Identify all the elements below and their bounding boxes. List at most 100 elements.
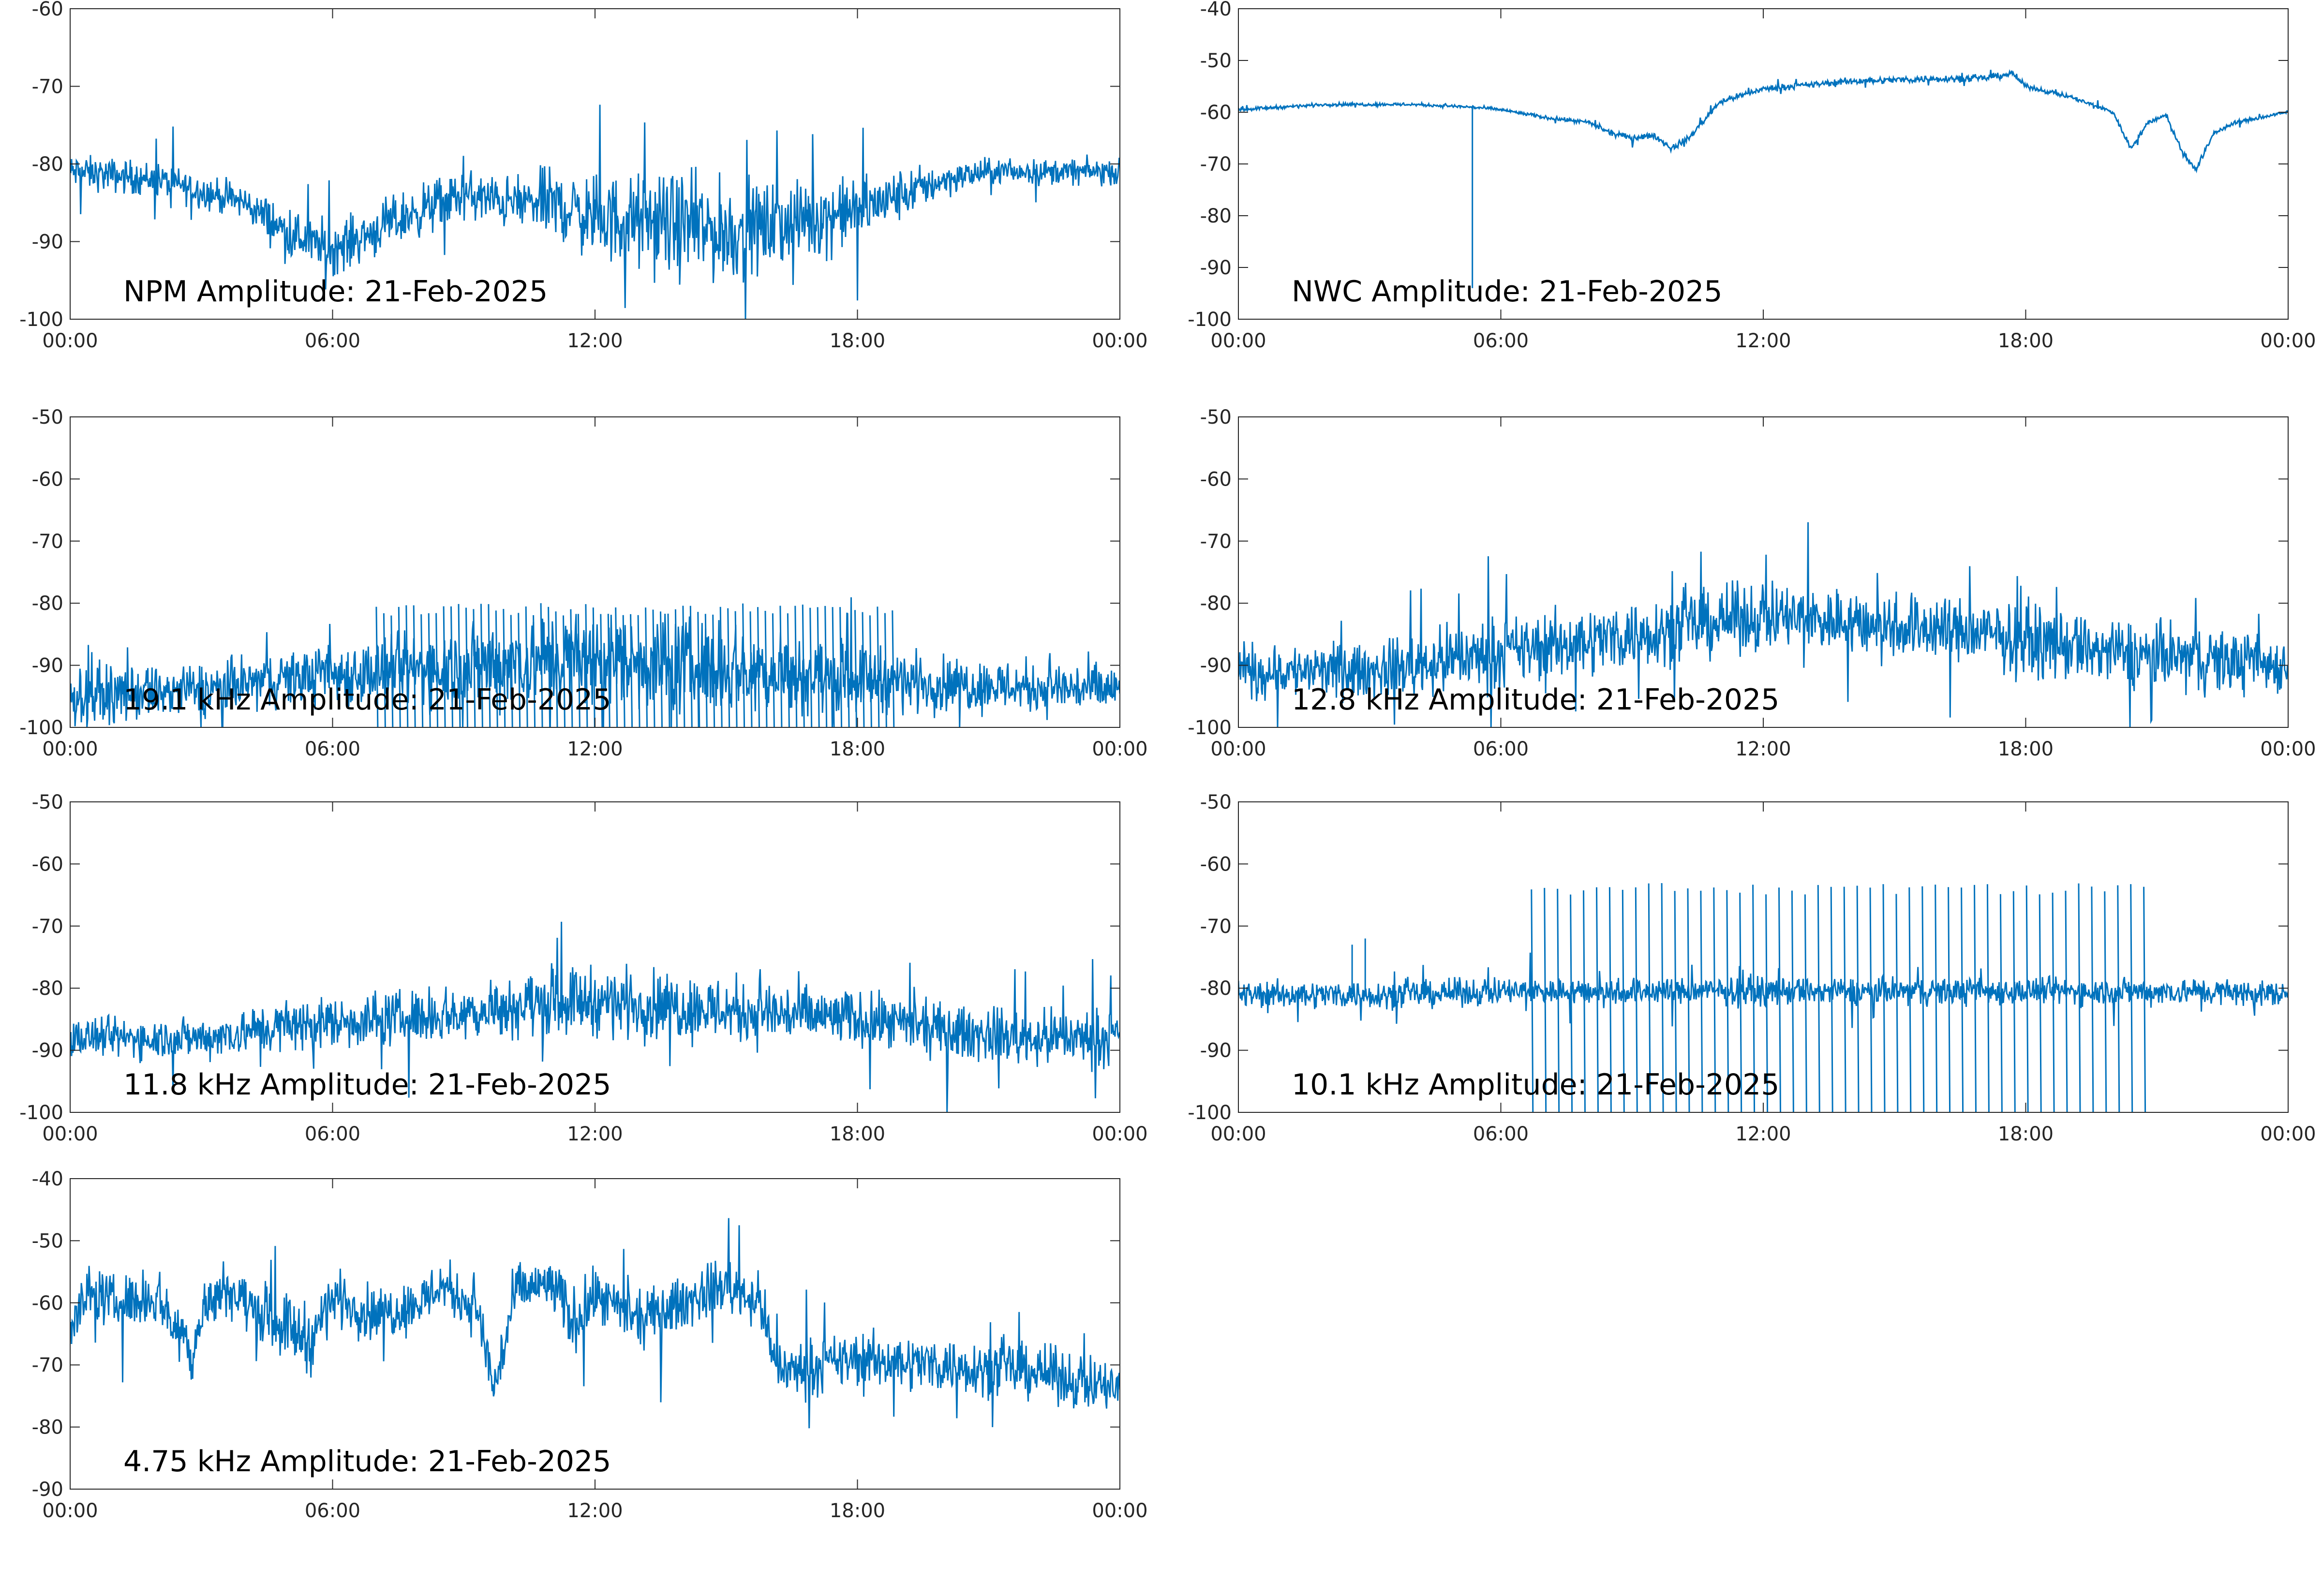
y-tick-label: -40 xyxy=(32,1168,63,1190)
y-tick-label: -60 xyxy=(32,853,63,875)
series-burst xyxy=(533,615,536,727)
series-burst xyxy=(1713,887,1716,1112)
y-tick-label: -60 xyxy=(32,468,63,490)
y-tick-label: -40 xyxy=(1200,0,1232,20)
chart-panel: -100 -90 -80 -70 -60 -50 00:00 06:00 12:00 18:00 0… xyxy=(1188,791,2316,1145)
y-tick-label: -90 xyxy=(32,1478,63,1501)
series-burst xyxy=(794,606,798,727)
series-burst xyxy=(1635,887,1638,1112)
y-tick-label: -100 xyxy=(1188,1102,1232,1124)
x-tick-label: 00:00 xyxy=(1210,738,1266,760)
series-burst xyxy=(1791,890,1794,1112)
series-burst xyxy=(839,607,843,727)
series-burst xyxy=(450,606,453,727)
y-tick-label: -50 xyxy=(1200,406,1232,429)
series-burst xyxy=(405,605,409,727)
y-tick-label: -100 xyxy=(19,309,63,331)
series-burst xyxy=(2065,890,2068,1112)
chart-panel: -100 -90 -80 -70 -60 00:00 06:00 12:00 18:00 00:0… xyxy=(19,0,1147,352)
y-tick-label: -70 xyxy=(32,1354,63,1376)
y-tick-label: -80 xyxy=(32,977,63,1000)
y-tick-label: -100 xyxy=(1188,309,1232,331)
series-burst xyxy=(1961,887,1964,1112)
series-burst xyxy=(734,611,738,727)
y-tick-label: -70 xyxy=(32,76,63,98)
series-burst xyxy=(1531,889,1534,1112)
y-tick-label: -80 xyxy=(1200,592,1232,615)
series-burst xyxy=(712,614,715,727)
x-tick-label: 00:00 xyxy=(42,1123,98,1145)
series-burst xyxy=(398,606,401,727)
series-burst xyxy=(674,609,678,727)
x-tick-label: 18:00 xyxy=(1998,330,2054,352)
series-burst xyxy=(1974,885,1977,1112)
chart-panel: -100 -90 -80 -70 -60 -50 -40 00:00 06:00 12:00 18:… xyxy=(1188,0,2316,352)
series-burst xyxy=(480,604,483,727)
panel-title: 10.1 kHz Amplitude: 21-Feb-2025 xyxy=(1292,1068,1779,1102)
panels-container: -100 -90 -80 -70 -60 00:00 06:00 12:00 18:00 00:0… xyxy=(19,0,2316,1522)
x-tick-label: 18:00 xyxy=(1998,1123,2054,1145)
series-burst xyxy=(667,613,670,727)
panel-title: 12.8 kHz Amplitude: 21-Feb-2025 xyxy=(1292,683,1779,717)
series-burst xyxy=(2012,891,2016,1112)
series-burst xyxy=(854,610,857,727)
series-burst xyxy=(458,604,461,727)
x-tick-label: 00:00 xyxy=(1092,1123,1147,1145)
y-tick-label: -70 xyxy=(1200,153,1232,176)
y-tick-label: -50 xyxy=(32,1230,63,1252)
y-tick-label: -70 xyxy=(1200,916,1232,938)
chart-panel: -90 -80 -70 -60 -50 -40 00:00 06:00 12:00 18:00 00… xyxy=(32,1168,1148,1522)
series-burst xyxy=(1935,885,1938,1112)
series-burst xyxy=(428,613,431,727)
series-burst xyxy=(510,615,513,727)
series-burst xyxy=(749,611,753,727)
series-burst xyxy=(779,606,783,727)
series-burst xyxy=(1557,888,1560,1112)
series-burst xyxy=(1921,886,1925,1112)
series-burst xyxy=(540,603,543,727)
series-burst xyxy=(473,609,476,727)
series-line xyxy=(70,921,1120,1112)
series-burst xyxy=(2025,885,2029,1112)
series-burst xyxy=(2039,894,2042,1112)
series-burst xyxy=(435,613,439,727)
series-burst xyxy=(802,605,805,727)
series-burst xyxy=(1999,894,2003,1112)
series-burst xyxy=(555,611,558,727)
series-burst xyxy=(1895,894,1899,1112)
series-burst xyxy=(383,613,386,727)
series-line xyxy=(1238,952,2288,1028)
y-tick-label: -100 xyxy=(1188,717,1232,739)
series-burst xyxy=(2143,887,2146,1112)
x-tick-label: 06:00 xyxy=(1473,738,1529,760)
series-burst xyxy=(503,609,506,727)
series-burst xyxy=(630,614,633,727)
series-burst xyxy=(1948,887,1951,1112)
x-tick-label: 12:00 xyxy=(567,738,623,760)
series-burst xyxy=(862,612,865,727)
series-burst xyxy=(413,605,416,727)
x-tick-label: 00:00 xyxy=(42,1500,98,1522)
y-tick-label: -100 xyxy=(19,1102,63,1124)
series-burst xyxy=(1908,887,1912,1112)
series-burst xyxy=(817,607,820,727)
series-burst xyxy=(1830,887,1833,1112)
series-burst xyxy=(757,607,760,727)
series-burst xyxy=(518,613,521,727)
x-tick-label: 12:00 xyxy=(1735,738,1791,760)
x-tick-label: 00:00 xyxy=(2260,330,2316,352)
y-tick-label: -50 xyxy=(1200,791,1232,813)
y-tick-label: -80 xyxy=(32,1417,63,1439)
series-burst xyxy=(1765,894,1769,1112)
series-burst xyxy=(1869,887,1873,1112)
series-burst xyxy=(2117,885,2120,1112)
y-tick-label: -70 xyxy=(1200,531,1232,553)
series-burst xyxy=(2130,884,2133,1112)
series-burst xyxy=(2104,891,2107,1112)
x-tick-label: 00:00 xyxy=(42,330,98,352)
series-burst xyxy=(2091,887,2094,1112)
y-tick-label: -70 xyxy=(32,531,63,553)
series-burst xyxy=(570,609,573,727)
x-tick-label: 00:00 xyxy=(42,738,98,760)
series-burst xyxy=(1544,887,1547,1112)
